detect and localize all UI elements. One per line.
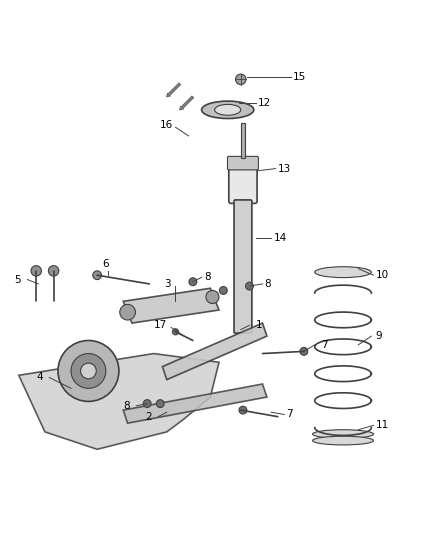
Text: 10: 10 <box>376 270 389 280</box>
Polygon shape <box>19 353 219 449</box>
Text: 1: 1 <box>256 320 263 330</box>
Circle shape <box>246 282 253 290</box>
Circle shape <box>219 287 227 294</box>
Text: 16: 16 <box>160 120 173 130</box>
Circle shape <box>236 74 246 85</box>
FancyBboxPatch shape <box>227 156 258 170</box>
Circle shape <box>93 271 102 279</box>
FancyArrow shape <box>180 96 194 110</box>
Text: 2: 2 <box>145 411 152 422</box>
Text: 7: 7 <box>286 409 293 419</box>
Text: 17: 17 <box>154 320 167 330</box>
Ellipse shape <box>215 104 241 115</box>
Circle shape <box>173 329 179 335</box>
Circle shape <box>300 348 308 356</box>
Text: 13: 13 <box>278 164 291 174</box>
Circle shape <box>31 265 42 276</box>
FancyBboxPatch shape <box>229 164 257 204</box>
Text: 12: 12 <box>258 98 272 108</box>
Polygon shape <box>123 384 267 423</box>
Polygon shape <box>123 288 219 323</box>
Circle shape <box>120 304 135 320</box>
Text: 11: 11 <box>376 421 389 430</box>
Text: 15: 15 <box>293 72 306 82</box>
Text: 14: 14 <box>273 233 286 243</box>
Circle shape <box>48 265 59 276</box>
Circle shape <box>156 400 164 408</box>
Circle shape <box>206 290 219 303</box>
Circle shape <box>143 400 151 408</box>
Ellipse shape <box>313 436 374 445</box>
Circle shape <box>58 341 119 401</box>
Text: 8: 8 <box>204 272 210 282</box>
Circle shape <box>71 353 106 389</box>
FancyArrow shape <box>166 83 181 97</box>
Text: 5: 5 <box>14 274 21 285</box>
Polygon shape <box>162 323 267 379</box>
Circle shape <box>81 363 96 379</box>
Text: 4: 4 <box>36 373 43 383</box>
Text: 7: 7 <box>321 340 328 350</box>
FancyBboxPatch shape <box>234 200 252 333</box>
Circle shape <box>189 278 197 286</box>
Ellipse shape <box>313 430 374 439</box>
Ellipse shape <box>315 266 371 278</box>
Ellipse shape <box>201 101 254 118</box>
Text: 8: 8 <box>123 401 130 411</box>
Bar <box>241 123 245 158</box>
Text: 6: 6 <box>102 259 109 269</box>
Text: 9: 9 <box>376 331 382 341</box>
Text: 3: 3 <box>165 279 171 289</box>
Circle shape <box>239 406 247 414</box>
Text: 8: 8 <box>265 279 271 289</box>
